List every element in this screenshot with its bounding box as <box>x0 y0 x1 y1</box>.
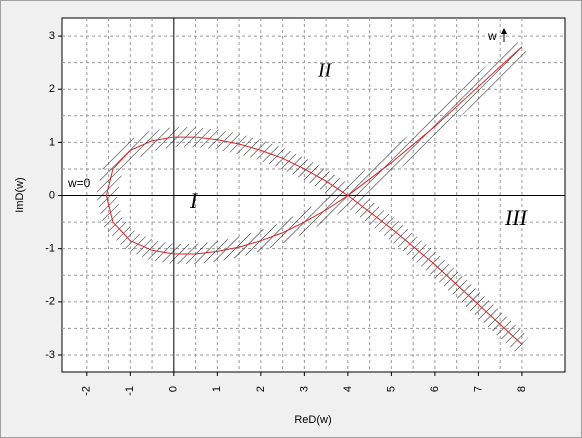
y-tick-label: 3 <box>49 30 55 42</box>
annotation: w=0 <box>67 176 91 190</box>
annotation: I <box>189 188 199 213</box>
x-tick-label: -2 <box>81 386 93 396</box>
y-axis-label: ImD(w) <box>14 177 26 212</box>
y-tick-label: 1 <box>49 136 55 148</box>
x-tick-label: 0 <box>168 386 180 392</box>
x-tick-label: 7 <box>472 386 484 392</box>
curve <box>105 46 523 345</box>
y-tick-label: -3 <box>45 349 55 361</box>
y-tick-label: 0 <box>49 189 55 201</box>
x-tick-label: 2 <box>255 386 267 392</box>
x-axis-label: ReD(w) <box>294 414 331 426</box>
annotation: II <box>317 60 333 82</box>
x-tick-label: 6 <box>429 386 441 392</box>
arrow-head <box>501 28 507 34</box>
y-tick-label: -1 <box>45 243 55 255</box>
y-tick-label: 2 <box>49 83 55 95</box>
x-tick-label: 5 <box>385 386 397 392</box>
x-tick-label: -1 <box>124 386 136 396</box>
annotation: III <box>504 205 529 230</box>
x-tick-label: 1 <box>211 386 223 392</box>
x-tick-label: 8 <box>516 386 528 392</box>
x-tick-label: 4 <box>342 386 354 392</box>
y-tick-label: -2 <box>45 296 55 308</box>
x-tick-label: 3 <box>298 386 310 392</box>
annotation: w <box>487 29 497 43</box>
